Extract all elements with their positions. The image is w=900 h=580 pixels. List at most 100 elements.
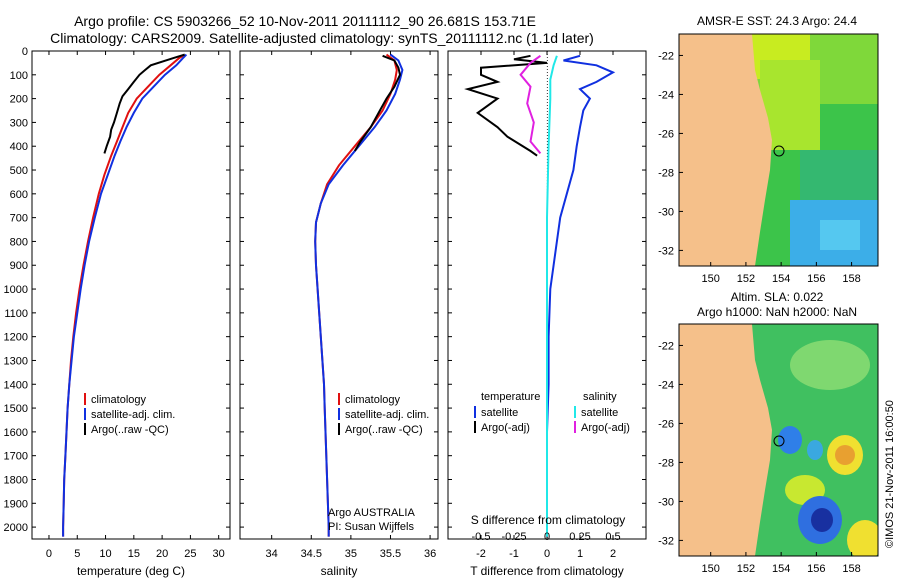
argo-annotation-line1: Argo AUSTRALIA <box>328 507 415 519</box>
legend-label-satellite: satellite-adj. clim. <box>91 409 175 421</box>
sst-map-title: AMSR-E SST: 24.3 Argo: 24.4 <box>697 14 857 28</box>
series-line-satellite-adj-clim- <box>314 53 404 537</box>
map-x-tick-label: 156 <box>807 273 825 285</box>
map-y-tick-label: -28 <box>658 167 674 179</box>
y-tick-label: 700 <box>10 213 28 225</box>
sla-map-title-line1: Altim. SLA: 0.022 <box>731 290 824 304</box>
y-tick-label: 800 <box>10 236 28 248</box>
x-tick-label: 0 <box>544 548 550 560</box>
map-y-tick-label: -30 <box>658 206 674 218</box>
x-tick-label: 10 <box>99 548 111 560</box>
map-y-tick-label: -26 <box>658 418 674 430</box>
t-difference-label: T difference from climatology <box>470 564 624 578</box>
x-tick-label: 35 <box>345 548 357 560</box>
map-x-tick-label: 150 <box>702 273 720 285</box>
map-x-tick-label: 154 <box>772 273 790 285</box>
y-tick-label: 1000 <box>4 284 28 296</box>
y-tick-label: 200 <box>10 94 28 106</box>
figure-title-line2: Climatology: CARS2009. Satellite-adjuste… <box>50 30 594 46</box>
sst-map-image <box>679 34 878 266</box>
series-line-s-satellite <box>546 55 558 537</box>
x-tick-label: 34.5 <box>301 548 322 560</box>
argo-annotation-line2: PI: Susan Wijffels <box>328 521 414 533</box>
legend-label-t-satellite: satellite <box>481 407 518 419</box>
x-tick-label: 2 <box>610 548 616 560</box>
map-y-tick-label: -28 <box>658 457 674 469</box>
salinity-xlabel: salinity <box>321 564 358 578</box>
difference-panel: -2 -1 0 1 2 S difference from climatology -0… <box>447 50 647 578</box>
temperature-xlabel: temperature (deg C) <box>77 564 185 578</box>
y-tick-label: 600 <box>10 189 28 201</box>
temperature-legend: climatology satellite-adj. clim. Argo(..… <box>84 393 175 436</box>
legend-title-temperature: temperature <box>481 391 540 403</box>
s-tick-label: 0.25 <box>569 531 590 543</box>
map-y-tick-label: -22 <box>658 340 674 352</box>
map-x-tick-label: 154 <box>772 563 790 575</box>
y-tick-label: 1100 <box>4 308 28 320</box>
series-line-argo-raw-qc- <box>103 53 185 154</box>
argo-position-marker <box>773 435 785 447</box>
map-y-tick-label: -22 <box>658 50 674 62</box>
x-tick-label: 5 <box>74 548 80 560</box>
legend-title-salinity: salinity <box>583 391 617 403</box>
map-x-tick-label: 152 <box>737 273 755 285</box>
s-tick-label: -0.5 <box>472 531 491 543</box>
x-tick-label: 34 <box>266 548 278 560</box>
legend-label-satellite: satellite-adj. clim. <box>345 409 429 421</box>
series-line-t-satellite <box>546 54 616 537</box>
sla-map-title-line2: Argo h1000: NaN h2000: NaN <box>697 305 857 319</box>
salinity-panel: 34 34.5 35 35.5 36 salinity climatology sate… <box>239 50 439 578</box>
map-x-tick-label: 158 <box>842 273 860 285</box>
legend-label-argo: Argo(..raw -QC) <box>345 424 423 436</box>
imos-watermark: ©IMOS 21-Nov-2011 16:00:50 <box>884 400 896 548</box>
map-y-tick-label: -24 <box>658 89 674 101</box>
sla-map-frame <box>678 323 879 557</box>
s-tick-label: -0.25 <box>501 531 526 543</box>
argo-position-marker <box>773 145 785 157</box>
legend-label-climatology: climatology <box>91 394 147 406</box>
salinity-legend: climatology satellite-adj. clim. Argo(..… <box>338 393 429 436</box>
legend-label-s-satellite: satellite <box>581 407 618 419</box>
x-tick-label: 15 <box>128 548 140 560</box>
x-tick-label: 0 <box>46 548 52 560</box>
map-y-tick-label: -32 <box>658 245 674 257</box>
sst-map-panel: AMSR-E SST: 24.3 Argo: 24.4 150 152 154 156… <box>658 14 879 285</box>
map-x-tick-label: 158 <box>842 563 860 575</box>
map-x-tick-label: 156 <box>807 563 825 575</box>
temperature-panel: 0100200300400500600700800900100011001200… <box>4 46 231 578</box>
y-tick-label: 1400 <box>4 379 28 391</box>
y-tick-label: 100 <box>10 70 28 82</box>
y-tick-label: 500 <box>10 165 28 177</box>
x-tick-label: -1 <box>509 548 519 560</box>
y-tick-label: 1300 <box>4 355 28 367</box>
y-tick-label: 300 <box>10 117 28 129</box>
series-line-climatology <box>62 53 186 537</box>
series-line-argo-raw-qc- <box>353 54 402 152</box>
y-tick-label: 900 <box>10 260 28 272</box>
map-x-tick-label: 150 <box>702 563 720 575</box>
x-tick-label: 30 <box>213 548 225 560</box>
legend-label-argo: Argo(..raw -QC) <box>91 424 169 436</box>
s-tick-label: 0.5 <box>605 531 620 543</box>
s-tick-label: 0 <box>544 531 550 543</box>
x-tick-label: 36 <box>424 548 436 560</box>
y-tick-label: 1900 <box>4 498 28 510</box>
x-tick-label: 25 <box>184 548 196 560</box>
series-line-t-argo-adj- <box>464 54 548 157</box>
x-tick-label: 20 <box>156 548 168 560</box>
x-tick-label: 35.5 <box>380 548 401 560</box>
map-y-tick-label: -26 <box>658 128 674 140</box>
series-line-satellite-adj-clim- <box>62 53 188 537</box>
sla-map-image <box>679 324 878 556</box>
y-tick-label: 1200 <box>4 332 28 344</box>
y-tick-label: 1800 <box>4 474 28 486</box>
x-tick-label: -2 <box>476 548 486 560</box>
y-tick-label: 1600 <box>4 427 28 439</box>
y-tick-label: 0 <box>22 46 28 58</box>
map-y-tick-label: -32 <box>658 535 674 547</box>
y-tick-label: 2000 <box>4 522 28 534</box>
legend-label-climatology: climatology <box>345 394 401 406</box>
s-difference-label: S difference from climatology <box>471 513 626 527</box>
series-line-s-argo-adj- <box>519 54 542 155</box>
